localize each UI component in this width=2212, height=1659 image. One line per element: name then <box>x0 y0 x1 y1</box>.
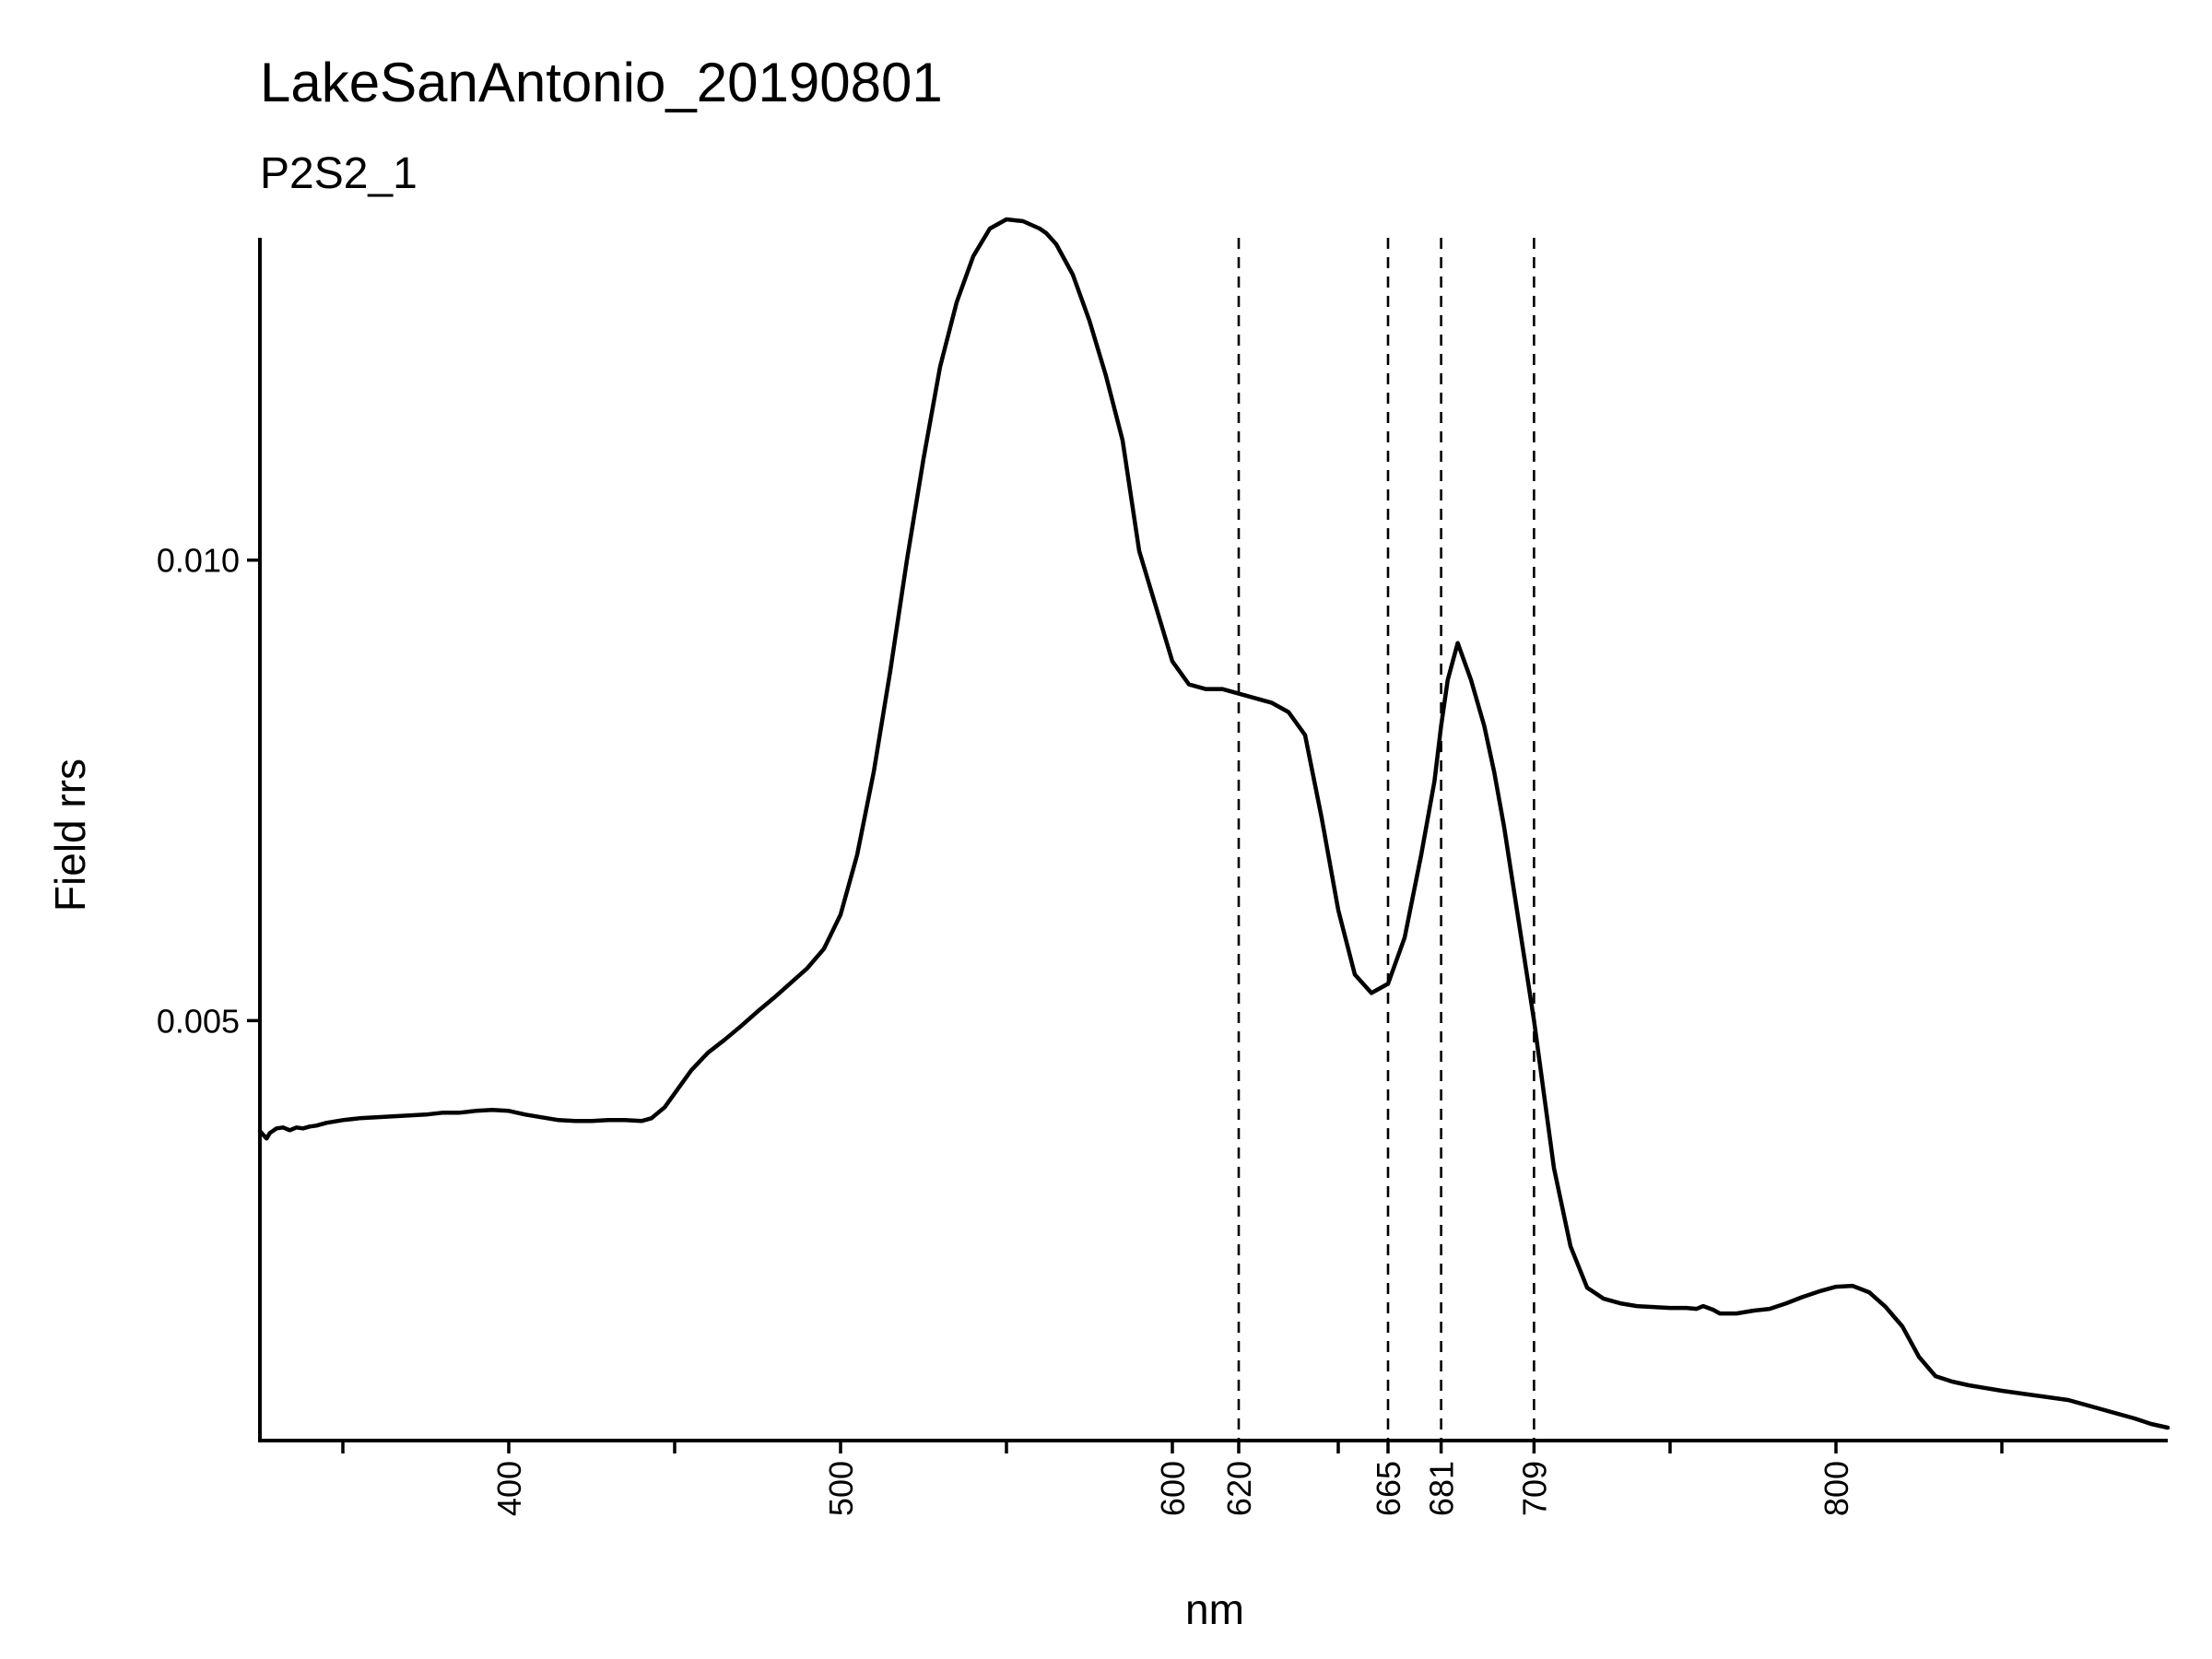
chart-title: LakeSanAntonio_20190801 <box>260 52 943 113</box>
y-axis-title: Field rrs <box>46 759 94 912</box>
x-tick-label-709: 709 <box>1515 1461 1553 1516</box>
reference-lines <box>1237 238 1535 1441</box>
y-tick-label-0.010: 0.010 <box>157 542 240 580</box>
x-tick-label-600: 600 <box>1154 1461 1192 1516</box>
y-tick-label-0.005: 0.005 <box>157 1002 240 1040</box>
axes: 400 500 600 620 665 681 709 800 0.005 0.010 <box>157 238 2168 1516</box>
x-tick-label-665: 665 <box>1370 1461 1407 1516</box>
series-layer <box>257 217 2171 1430</box>
x-tick-label-800: 800 <box>1818 1461 1855 1516</box>
x-axis-title: nm <box>1185 1585 1244 1633</box>
chart-subtitle: P2S2_1 <box>260 149 418 198</box>
x-tick-label-500: 500 <box>822 1461 860 1516</box>
series-line-0 <box>257 217 2171 1430</box>
x-tick-label-620: 620 <box>1220 1461 1258 1516</box>
x-tick-label-681: 681 <box>1423 1461 1461 1516</box>
x-tick-label-400: 400 <box>490 1461 528 1516</box>
